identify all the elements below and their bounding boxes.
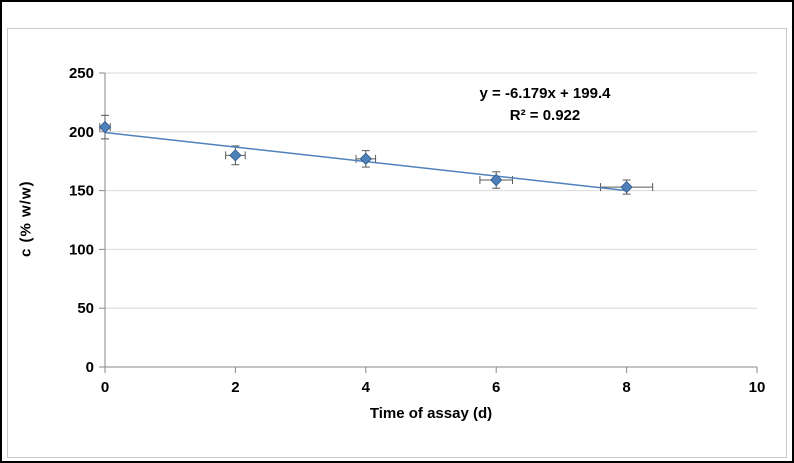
r-squared-text: R² = 0.922 [509, 107, 581, 124]
y-tick-label: 150 [69, 183, 94, 200]
y-tick-label: 200 [69, 124, 94, 141]
equation-text: y = -6.179x + 199.4 [479, 85, 611, 102]
x-axis-title: Time of assay (d) [369, 405, 493, 422]
x-tick-label: 0 [101, 379, 109, 396]
y-tick-label: 50 [77, 300, 94, 317]
data-point [620, 180, 633, 194]
y-tick-label: 0 [86, 359, 94, 376]
y-axis-title: c (% w/w) [17, 180, 35, 258]
data-point [98, 120, 112, 134]
chart-area: 0 50 100 150 200 250 0 2 4 6 8 10 y = -6.179x + 199… [7, 28, 787, 458]
y-tick-label: 100 [69, 241, 94, 258]
data-point [229, 149, 242, 162]
x-tick-label: 10 [749, 379, 766, 396]
y-tick-label: 250 [69, 65, 94, 82]
x-tick-label: 8 [622, 379, 630, 396]
x-tick-label: 6 [492, 379, 500, 396]
data-point [489, 173, 503, 187]
data-point [359, 152, 373, 166]
x-tick-label: 4 [362, 379, 371, 396]
trendline-equation: y = -6.179x + 199.4 R² = 0.922 [405, 83, 685, 127]
x-tick-label: 2 [231, 379, 239, 396]
scatter-plot: 0 50 100 150 200 250 0 2 4 6 8 10 [69, 65, 766, 396]
